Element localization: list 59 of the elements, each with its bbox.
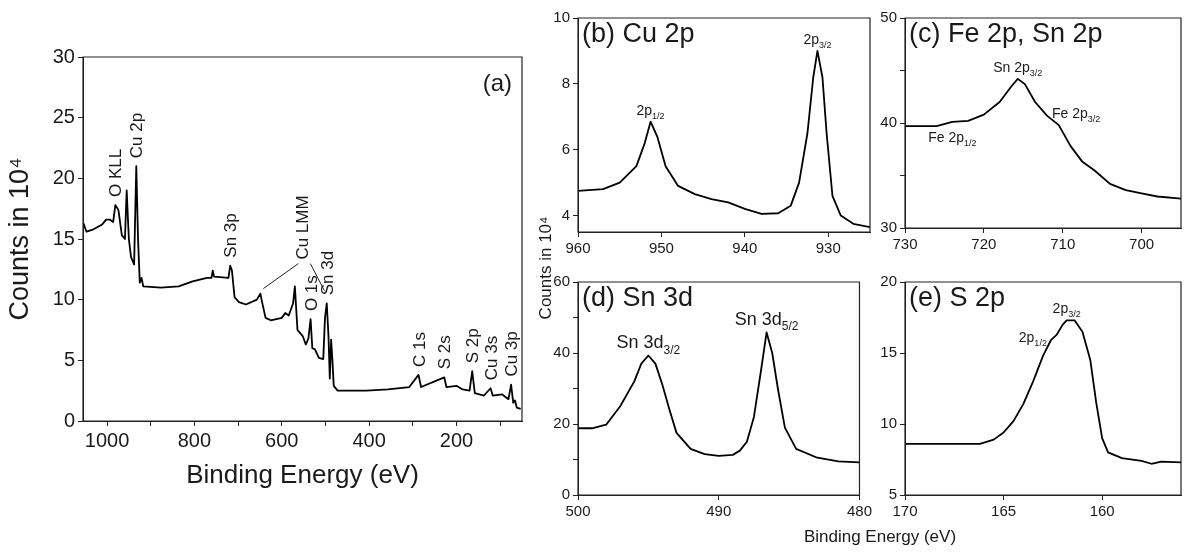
annotation: Cu 3s — [481, 335, 501, 381]
annotation: S 2p — [463, 328, 483, 364]
y-tick-label: 10 — [880, 414, 897, 432]
x-axis-title: Binding Energy (eV) — [803, 527, 957, 547]
y-tick-label: 20 — [880, 272, 897, 290]
x-tick-label: 200 — [439, 428, 474, 451]
x-tick-label: 170 — [892, 502, 918, 520]
y-axis-title: Counts in 10⁴ — [3, 157, 34, 321]
annotation: C 1s — [409, 331, 429, 367]
y-tick-label: 10 — [553, 8, 570, 26]
chart-title: (e) S 2p — [909, 282, 1006, 313]
y-tick-label: 40 — [880, 113, 897, 131]
x-tick-label: 500 — [565, 502, 591, 520]
x-tick-label: 160 — [1089, 502, 1115, 520]
annotation: Cu 3p — [502, 331, 522, 377]
annotation: Sn 3p — [221, 213, 241, 258]
x-tick-label: 165 — [991, 502, 1017, 520]
annotation: Cu LMM — [293, 195, 313, 260]
y-tick-label: 0 — [561, 485, 570, 503]
y-tick-label: 15 — [880, 343, 897, 361]
x-tick-label: 490 — [706, 502, 732, 520]
y-tick-label: 30 — [52, 44, 75, 67]
y-tick-label: 50 — [880, 8, 897, 26]
text: (a) — [482, 68, 513, 96]
y-tick-label: 60 — [553, 272, 570, 290]
x-tick-label: 940 — [732, 239, 758, 257]
x-axis-title: Binding Energy (eV) — [186, 458, 419, 489]
x-tick-label: 400 — [352, 428, 386, 451]
y-tick-label: 30 — [880, 218, 897, 236]
x-tick-label: 600 — [265, 428, 299, 451]
chart-title: (b) Cu 2p — [582, 18, 695, 49]
x-tick-label: 1000 — [84, 428, 130, 451]
y-tick-label: 8 — [561, 73, 570, 91]
y-tick-label: 6 — [561, 139, 570, 157]
x-tick-label: 720 — [971, 235, 997, 253]
annotation: Cu 2p — [127, 112, 147, 159]
y-tick-label: 15 — [52, 226, 75, 249]
annotation: O KLL — [106, 148, 126, 198]
x-tick-label: 730 — [892, 235, 918, 253]
chart-title: (d) Sn 3d — [582, 282, 694, 313]
x-tick-label: 930 — [815, 239, 841, 257]
x-tick-label: 950 — [648, 239, 674, 257]
y-tick-label: 0 — [63, 408, 75, 431]
x-tick-label: 800 — [177, 428, 212, 451]
y-tick-label: 4 — [561, 205, 570, 223]
annotation: S 2s — [435, 335, 455, 370]
y-tick-label: 5 — [63, 347, 75, 370]
y-axis-title: Counts in 10⁴ — [536, 216, 555, 320]
x-tick-label: 710 — [1050, 235, 1076, 253]
x-tick-label: 700 — [1129, 235, 1155, 253]
x-tick-label: 480 — [846, 502, 872, 520]
y-tick-label: 20 — [553, 414, 570, 432]
y-tick-label: 20 — [52, 165, 75, 188]
y-tick-label: 10 — [52, 287, 75, 310]
y-tick-label: 5 — [888, 485, 897, 503]
y-tick-label: 40 — [553, 343, 570, 361]
chart-title: (c) Fe 2p, Sn 2p — [909, 18, 1103, 49]
x-tick-label: 960 — [565, 239, 591, 257]
y-tick-label: 25 — [52, 105, 75, 128]
